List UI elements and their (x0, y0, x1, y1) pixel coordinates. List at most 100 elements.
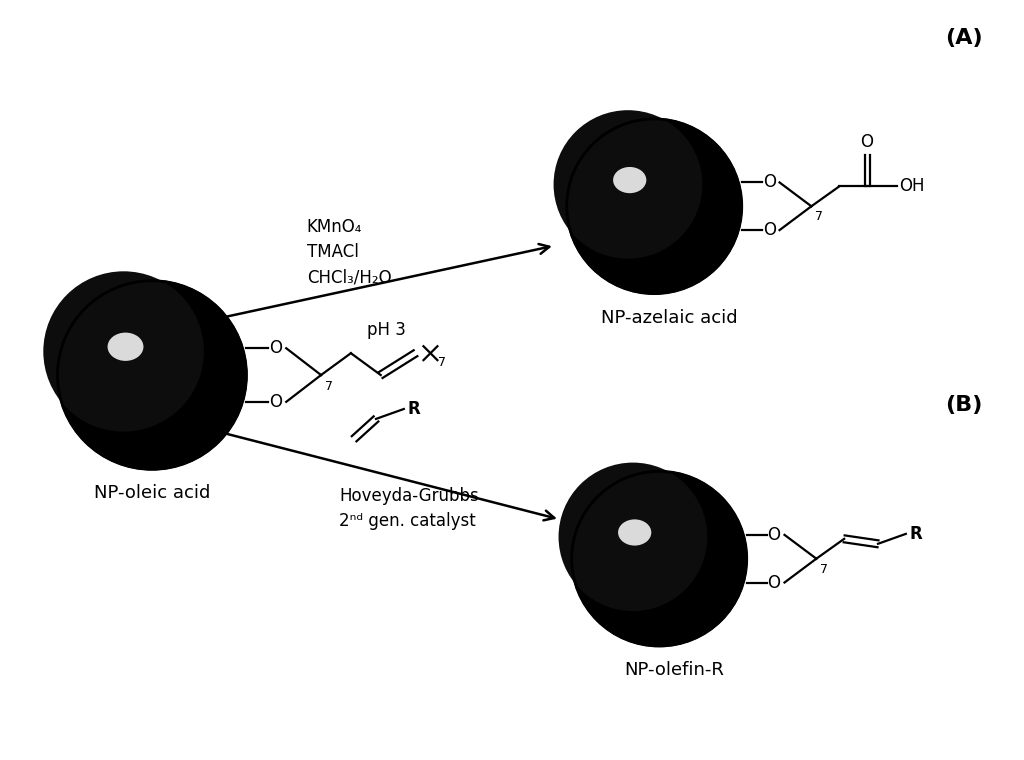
Ellipse shape (568, 125, 695, 251)
Ellipse shape (43, 271, 204, 432)
Text: O: O (763, 173, 775, 192)
Ellipse shape (642, 195, 659, 212)
Ellipse shape (647, 547, 665, 565)
Ellipse shape (610, 165, 675, 229)
Ellipse shape (59, 287, 197, 423)
Ellipse shape (121, 346, 167, 391)
Ellipse shape (81, 308, 185, 412)
Ellipse shape (592, 495, 691, 594)
Ellipse shape (655, 556, 660, 560)
Ellipse shape (617, 171, 672, 226)
Ellipse shape (605, 160, 678, 232)
Text: (A): (A) (945, 27, 982, 48)
Ellipse shape (568, 472, 702, 606)
Ellipse shape (63, 290, 195, 421)
Ellipse shape (90, 316, 181, 407)
Text: pH 3: pH 3 (367, 321, 406, 339)
Ellipse shape (554, 110, 702, 258)
Ellipse shape (618, 519, 651, 546)
Ellipse shape (597, 152, 682, 236)
Ellipse shape (624, 177, 669, 222)
Ellipse shape (135, 359, 160, 384)
Ellipse shape (579, 135, 690, 245)
Ellipse shape (120, 344, 168, 392)
Ellipse shape (628, 181, 667, 220)
Ellipse shape (567, 123, 696, 252)
Ellipse shape (586, 488, 694, 597)
Ellipse shape (134, 358, 161, 385)
Ellipse shape (581, 483, 697, 600)
Ellipse shape (130, 354, 163, 386)
Ellipse shape (652, 553, 663, 562)
Ellipse shape (609, 511, 683, 585)
Ellipse shape (617, 518, 679, 581)
Ellipse shape (575, 479, 699, 603)
Text: 7: 7 (438, 356, 446, 369)
Ellipse shape (570, 126, 694, 250)
Ellipse shape (594, 496, 690, 593)
Ellipse shape (604, 158, 678, 233)
Text: NP-olefin-R: NP-olefin-R (625, 661, 724, 679)
Ellipse shape (654, 554, 662, 562)
Ellipse shape (614, 168, 674, 227)
Text: O: O (269, 339, 283, 357)
Ellipse shape (108, 333, 143, 361)
Ellipse shape (614, 515, 681, 582)
Ellipse shape (74, 301, 189, 416)
Ellipse shape (111, 335, 172, 397)
Text: R: R (408, 400, 421, 418)
Ellipse shape (92, 318, 180, 406)
Ellipse shape (634, 187, 664, 217)
Ellipse shape (595, 498, 690, 592)
Ellipse shape (633, 533, 672, 573)
Ellipse shape (565, 122, 696, 252)
Ellipse shape (636, 188, 664, 216)
Ellipse shape (83, 309, 185, 411)
Ellipse shape (644, 197, 659, 211)
Ellipse shape (85, 311, 184, 410)
Ellipse shape (584, 486, 695, 598)
Ellipse shape (642, 543, 668, 568)
Ellipse shape (649, 201, 656, 209)
Ellipse shape (629, 530, 674, 575)
Ellipse shape (80, 306, 186, 413)
Ellipse shape (106, 332, 174, 398)
Ellipse shape (610, 512, 682, 584)
Ellipse shape (618, 173, 671, 225)
Ellipse shape (615, 169, 673, 226)
Ellipse shape (99, 325, 177, 402)
Ellipse shape (647, 200, 657, 210)
Ellipse shape (600, 502, 687, 589)
Text: R: R (910, 525, 923, 543)
Ellipse shape (612, 166, 674, 228)
Ellipse shape (559, 115, 700, 256)
Ellipse shape (141, 365, 157, 381)
Ellipse shape (582, 485, 696, 599)
Ellipse shape (631, 184, 666, 219)
Text: KMnO₄
TMACl
CHCl₃/H₂O: KMnO₄ TMACl CHCl₃/H₂O (307, 218, 391, 287)
Ellipse shape (613, 167, 646, 193)
Ellipse shape (586, 141, 687, 242)
Ellipse shape (652, 204, 655, 207)
Ellipse shape (57, 280, 247, 470)
Ellipse shape (52, 280, 200, 427)
Ellipse shape (573, 129, 692, 249)
Ellipse shape (582, 138, 689, 244)
Ellipse shape (591, 493, 692, 594)
Text: O: O (269, 393, 283, 411)
Ellipse shape (132, 356, 162, 385)
Text: 7: 7 (820, 562, 828, 575)
Ellipse shape (137, 361, 159, 382)
Text: 7: 7 (325, 380, 333, 393)
Text: O: O (768, 526, 780, 544)
Ellipse shape (57, 285, 197, 424)
Ellipse shape (607, 161, 677, 231)
Ellipse shape (636, 537, 671, 571)
Ellipse shape (89, 315, 182, 408)
Ellipse shape (578, 132, 691, 246)
Ellipse shape (644, 544, 667, 566)
Ellipse shape (641, 194, 660, 214)
Ellipse shape (101, 327, 176, 401)
Ellipse shape (600, 155, 680, 234)
Ellipse shape (123, 347, 166, 390)
